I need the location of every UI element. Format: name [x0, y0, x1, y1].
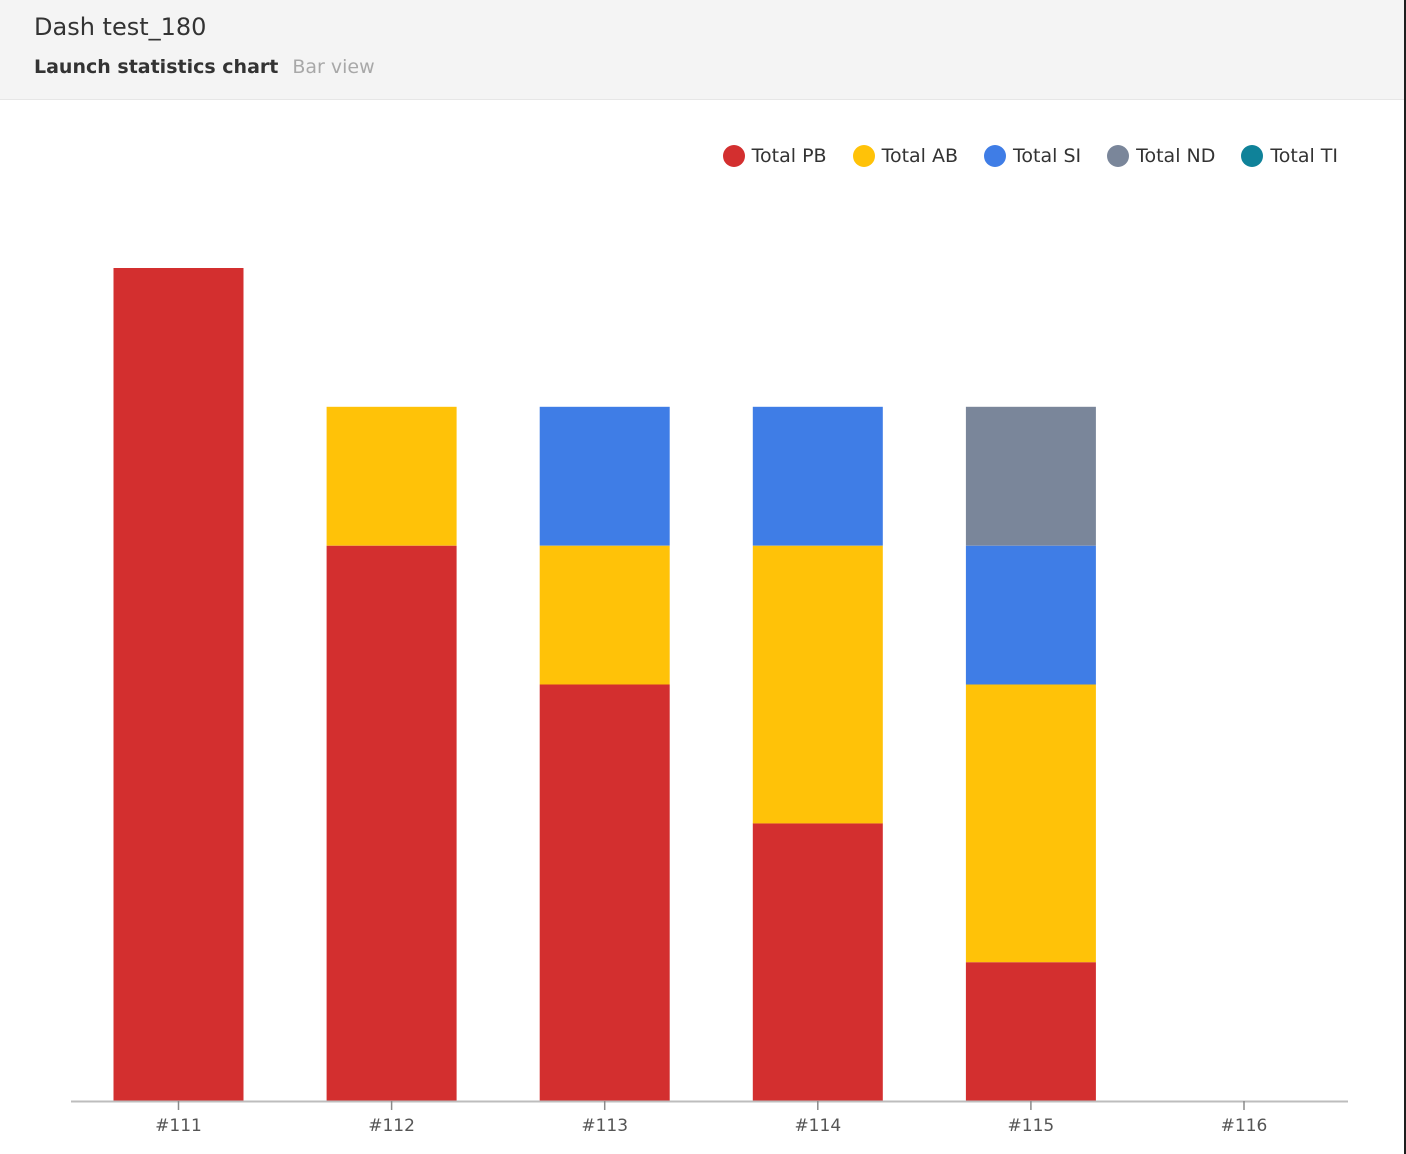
widget-subtitle: Launch statistics chart Bar view [34, 56, 375, 78]
legend-item-total-si[interactable]: Total SI [984, 145, 1081, 167]
legend-label: Total ND [1136, 145, 1216, 167]
legend-item-total-pb[interactable]: Total PB [722, 145, 827, 167]
legend-item-total-ab[interactable]: Total AB [852, 145, 959, 167]
bar-segment-111-total-pb[interactable] [113, 268, 244, 1101]
bar-segment-115-total-pb[interactable] [965, 962, 1096, 1101]
legend-swatch [1241, 145, 1264, 167]
x-tick-label: #113 [581, 1116, 628, 1136]
legend-swatch [984, 145, 1007, 167]
legend-label: Total PB [751, 145, 827, 167]
x-tick-label: #115 [1008, 1116, 1055, 1136]
widget-header: Dash test_180 Launch statistics chart Bar… [0, 0, 1406, 100]
legend-label: Total SI [1013, 145, 1082, 167]
legend-swatch [852, 145, 875, 167]
legend-swatch [1107, 145, 1130, 167]
x-tick-label: #112 [368, 1116, 415, 1136]
bar-segment-113-total-pb[interactable] [539, 684, 670, 1102]
window-edge [1404, 0, 1406, 1154]
widget-title: Dash test_180 [34, 13, 207, 41]
bar-segment-115-total-si[interactable] [965, 545, 1096, 685]
bar-segment-114-total-si[interactable] [752, 406, 883, 546]
widget-view-label: Bar view [292, 56, 375, 78]
legend-item-total-ti[interactable]: Total TI [1241, 145, 1338, 167]
bar-segment-115-total-ab[interactable] [965, 684, 1096, 963]
bar-segment-114-total-pb[interactable] [752, 823, 883, 1101]
widget-type-label: Launch statistics chart [34, 56, 279, 78]
x-tick-label: #114 [794, 1116, 841, 1136]
bar-segment-114-total-ab[interactable] [752, 545, 883, 824]
bar-segment-113-total-si[interactable] [539, 406, 670, 546]
legend-item-total-nd[interactable]: Total ND [1107, 145, 1215, 167]
x-tick-label: #116 [1221, 1116, 1268, 1136]
x-tick-label: #111 [155, 1116, 202, 1136]
bar-segment-115-total-nd[interactable] [965, 406, 1096, 546]
bar-segment-113-total-ab[interactable] [539, 545, 670, 685]
chart-legend: Total PB Total AB Total SI Total ND Total TI [722, 145, 1338, 167]
legend-swatch [722, 145, 745, 167]
bar-segment-112-total-pb[interactable] [326, 545, 457, 1101]
legend-label: Total AB [881, 145, 959, 167]
bar-segment-112-total-ab[interactable] [326, 406, 457, 546]
legend-label: Total TI [1270, 145, 1338, 167]
